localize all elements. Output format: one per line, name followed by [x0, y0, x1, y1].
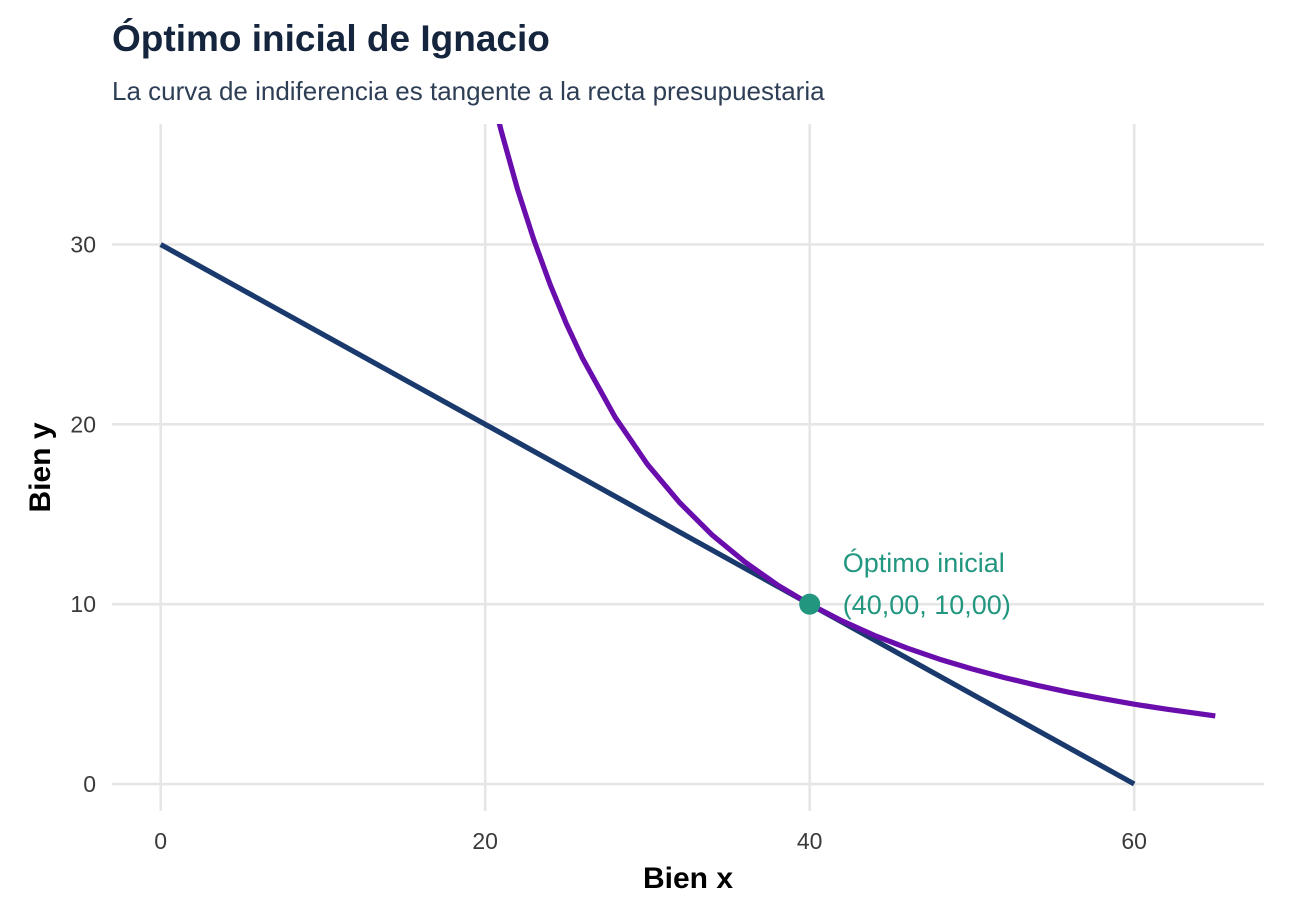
y-axis-title: Bien y	[24, 422, 57, 512]
tick-labels: 0 20 40 60 0 10 20 30	[70, 231, 1147, 854]
x-tick-label: 60	[1121, 828, 1147, 854]
x-tick-label: 20	[472, 828, 498, 854]
chart-subtitle: La curva de indiferencia es tangente a l…	[112, 76, 825, 106]
y-tick-label: 30	[70, 231, 96, 257]
grid-lines	[112, 124, 1264, 811]
y-tick-label: 20	[70, 411, 96, 437]
budget-line	[159, 242, 1136, 787]
y-tick-label: 0	[83, 771, 96, 797]
indifference-curve	[496, 124, 1216, 719]
chart-title: Óptimo inicial de Ignacio	[112, 18, 550, 59]
point-layer: Óptimo inicial (40,00, 10,00)	[799, 547, 1011, 620]
x-tick-label: 0	[154, 828, 167, 854]
x-tick-label: 40	[797, 828, 823, 854]
y-tick-label: 10	[70, 591, 96, 617]
optimum-label: Óptimo inicial	[843, 547, 1005, 578]
x-axis-title: Bien x	[643, 862, 733, 895]
series-layer	[159, 124, 1216, 787]
optimum-coordinates: (40,00, 10,00)	[843, 590, 1011, 620]
optimum-point	[799, 593, 821, 615]
